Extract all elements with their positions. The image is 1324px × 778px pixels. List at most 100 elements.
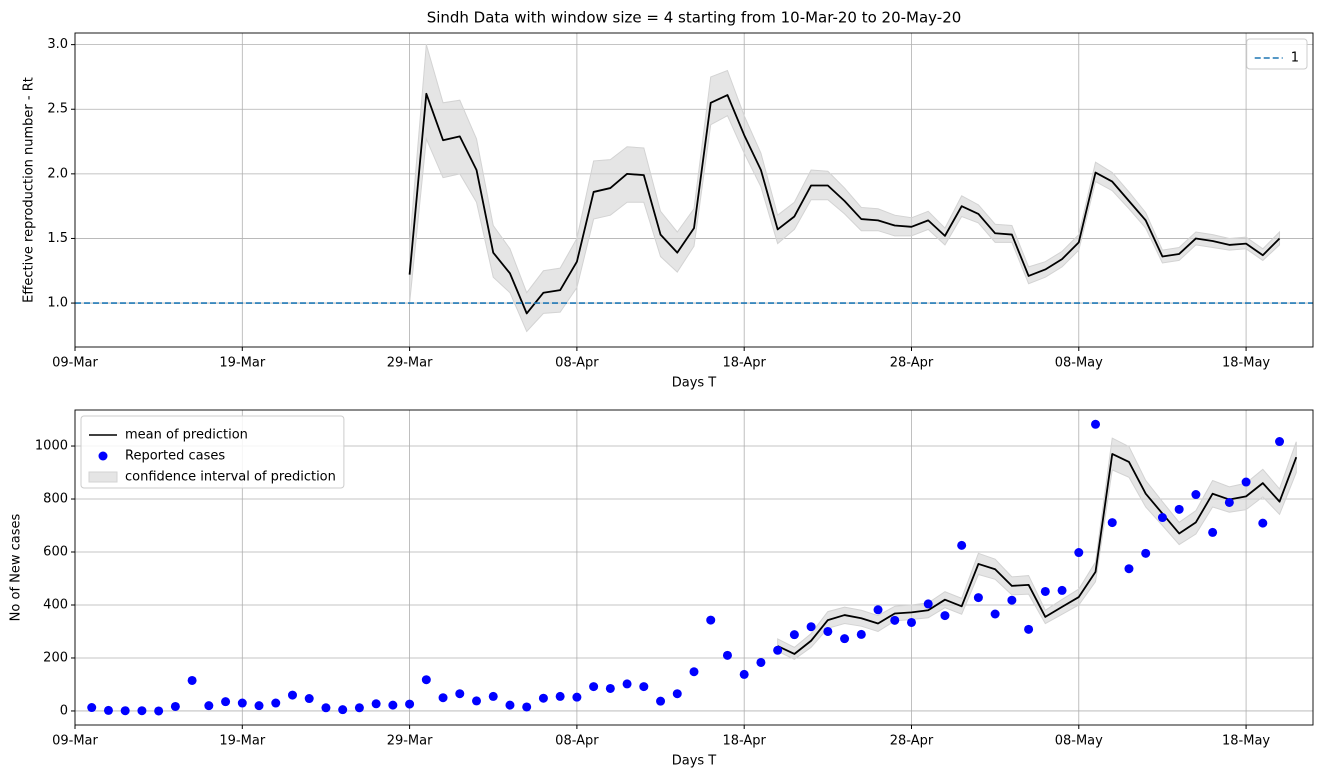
x-tick-label: 19-Mar [219, 734, 265, 749]
y-tick-label: 1000 [35, 439, 68, 454]
data-point [354, 703, 364, 713]
y-tick-label: 800 [43, 492, 68, 507]
data-point [973, 593, 983, 603]
data-point [221, 697, 231, 707]
y-axis-label: Effective reproduction number - Rt [22, 77, 37, 303]
x-tick-label: 18-May [1222, 734, 1270, 749]
data-point [1241, 477, 1251, 487]
data-point [522, 702, 532, 712]
data-point [1141, 548, 1151, 558]
data-point [656, 696, 666, 706]
legend: 1 [1246, 38, 1308, 70]
data-point [689, 667, 699, 677]
data-point [639, 682, 649, 692]
y-tick-label: 0 [60, 703, 68, 718]
confidence-band [777, 437, 1297, 660]
x-tick-label: 18-Apr [722, 734, 766, 749]
data-point [421, 675, 431, 685]
data-point [154, 706, 164, 716]
legend-swatch [88, 471, 118, 483]
y-tick-label: 3.0 [47, 37, 68, 52]
data-point [1024, 624, 1034, 634]
plot-frame [74, 409, 1314, 726]
data-point [271, 698, 281, 708]
data-point [204, 701, 214, 711]
data-point [906, 617, 916, 627]
x-tick-label: 08-Apr [555, 356, 599, 371]
data-point [706, 615, 716, 625]
data-point [405, 699, 415, 709]
data-point [304, 694, 314, 704]
data-point [923, 599, 933, 609]
y-tick-label: 1.0 [47, 296, 68, 311]
data-point [555, 691, 565, 701]
x-tick-label: 18-Apr [722, 356, 766, 371]
data-point [756, 657, 766, 667]
data-point [388, 700, 398, 710]
legend: mean of prediction Reported cases confiden… [80, 415, 345, 489]
data-point [472, 696, 482, 706]
data-point [1040, 586, 1050, 596]
data-point [1091, 419, 1101, 429]
y-tick-label: 2.0 [47, 166, 68, 181]
data-point [1208, 527, 1218, 537]
data-point [856, 629, 866, 639]
legend-marker [98, 451, 108, 461]
data-point [237, 698, 247, 708]
x-tick-label: 08-May [1055, 356, 1103, 371]
data-point [455, 689, 465, 699]
y-tick-label: 2.5 [47, 102, 68, 117]
data-point [254, 701, 264, 711]
data-point [87, 703, 97, 713]
data-point [120, 706, 130, 716]
legend-label: 1 [1291, 51, 1299, 66]
data-point [321, 703, 331, 713]
data-point [103, 705, 113, 715]
data-point [622, 679, 632, 689]
data-point [1107, 518, 1117, 528]
x-tick-label: 29-Mar [387, 734, 433, 749]
data-line [777, 453, 1298, 655]
data-point [890, 615, 900, 625]
x-tick-label: 28-Apr [890, 734, 934, 749]
subplot: 09-Mar 19-Mar 29-Mar 08-Apr 18-Apr 28-Apr 08-M… [22, 9, 1314, 391]
data-point [538, 693, 548, 703]
data-point [840, 634, 850, 644]
data-point [1007, 595, 1017, 605]
y-tick-label: 600 [43, 545, 68, 560]
data-point [1224, 497, 1234, 507]
data-point [1057, 585, 1067, 595]
data-point [589, 682, 599, 692]
data-point [1275, 437, 1285, 447]
y-tick-label: 400 [43, 597, 68, 612]
plot-frame [74, 32, 1314, 348]
x-axis-label: Days T [672, 754, 717, 769]
data-point [957, 540, 967, 550]
data-point [605, 683, 615, 693]
data-point [170, 701, 180, 711]
data-point [137, 706, 147, 716]
data-point [1074, 548, 1084, 558]
legend-label: Reported cases [125, 449, 225, 464]
data-point [371, 699, 381, 709]
data-point [1258, 518, 1268, 528]
data-point [488, 691, 498, 701]
data-point [672, 689, 682, 699]
data-point [1191, 490, 1201, 500]
legend-label: mean of prediction [125, 428, 248, 443]
x-tick-label: 08-May [1055, 734, 1103, 749]
data-point [505, 700, 515, 710]
data-line [408, 92, 1281, 315]
data-point [823, 626, 833, 636]
confidence-band [409, 44, 1281, 333]
legend-box [1246, 38, 1308, 70]
x-tick-label: 28-Apr [890, 356, 934, 371]
data-point [806, 622, 816, 632]
data-point [338, 705, 348, 715]
data-point [187, 675, 197, 685]
x-tick-label: 29-Mar [387, 356, 433, 371]
data-point [287, 690, 297, 700]
y-axis-label: No of New cases [9, 513, 24, 621]
